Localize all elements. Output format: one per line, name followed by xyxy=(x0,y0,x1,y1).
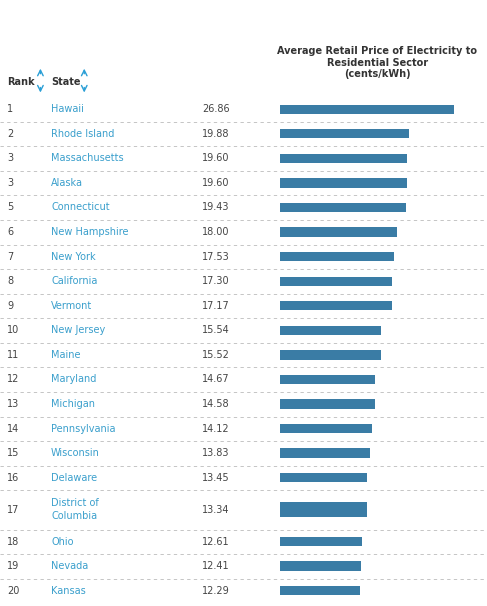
Bar xyxy=(280,561,360,571)
Text: 18: 18 xyxy=(7,536,19,547)
Text: 13: 13 xyxy=(7,399,19,409)
Text: Maine: Maine xyxy=(51,350,81,360)
Text: 14.58: 14.58 xyxy=(202,399,230,409)
Bar xyxy=(280,301,392,310)
Bar xyxy=(280,154,407,163)
Text: Ohio: Ohio xyxy=(51,536,74,547)
Bar xyxy=(280,227,397,237)
Bar xyxy=(280,448,370,458)
Text: Nevada: Nevada xyxy=(51,561,88,571)
Text: 19.88: 19.88 xyxy=(202,129,229,139)
Text: 12: 12 xyxy=(7,375,19,384)
Text: 12.29: 12.29 xyxy=(202,585,230,596)
Bar xyxy=(280,502,367,517)
Text: Kansas: Kansas xyxy=(51,585,86,596)
Bar xyxy=(280,473,367,482)
Text: 10: 10 xyxy=(7,325,19,335)
Text: Michigan: Michigan xyxy=(51,399,95,409)
Text: 13.34: 13.34 xyxy=(202,505,229,514)
Text: 15: 15 xyxy=(7,448,19,458)
Text: 17.30: 17.30 xyxy=(202,276,230,286)
Text: Average Retail Price of Electricity to
Residential Sector
(cents/kWh): Average Retail Price of Electricity to R… xyxy=(278,46,477,79)
Text: Alaska: Alaska xyxy=(51,178,83,188)
Bar xyxy=(280,276,393,286)
Text: 16: 16 xyxy=(7,473,19,483)
Bar xyxy=(280,203,406,212)
Bar xyxy=(280,350,381,359)
Text: 17.17: 17.17 xyxy=(202,301,230,311)
Bar xyxy=(280,586,360,595)
Text: California: California xyxy=(51,276,97,286)
Text: 19.43: 19.43 xyxy=(202,202,229,213)
Text: Hawaii: Hawaii xyxy=(51,104,84,115)
Text: 15.52: 15.52 xyxy=(202,350,230,360)
Text: 14: 14 xyxy=(7,424,19,433)
Text: Rhode Island: Rhode Island xyxy=(51,129,114,139)
Bar xyxy=(280,105,454,114)
Text: 20: 20 xyxy=(7,585,19,596)
Text: 8: 8 xyxy=(7,276,14,286)
Bar xyxy=(280,399,375,408)
Text: State: State xyxy=(51,77,81,87)
Text: 9: 9 xyxy=(7,301,14,311)
Text: 14.12: 14.12 xyxy=(202,424,230,433)
Text: Maryland: Maryland xyxy=(51,375,96,384)
Text: Pennsylvania: Pennsylvania xyxy=(51,424,115,433)
Text: 14.67: 14.67 xyxy=(202,375,230,384)
Text: Wisconsin: Wisconsin xyxy=(51,448,100,458)
Text: 19: 19 xyxy=(7,561,19,571)
Text: 13.83: 13.83 xyxy=(202,448,229,458)
Text: Delaware: Delaware xyxy=(51,473,97,483)
Text: 5: 5 xyxy=(7,202,14,213)
Text: Rank: Rank xyxy=(7,77,35,87)
Text: Massachusetts: Massachusetts xyxy=(51,153,124,164)
Text: District of
Columbia: District of Columbia xyxy=(51,498,99,521)
Text: 7: 7 xyxy=(7,251,14,262)
Bar xyxy=(280,325,381,335)
Text: 12.61: 12.61 xyxy=(202,536,230,547)
Bar xyxy=(280,252,394,261)
Text: 19.60: 19.60 xyxy=(202,178,229,188)
Bar xyxy=(280,375,375,384)
Text: New Hampshire: New Hampshire xyxy=(51,227,129,237)
Text: Connecticut: Connecticut xyxy=(51,202,110,213)
Bar xyxy=(280,424,372,433)
Text: New Jersey: New Jersey xyxy=(51,325,105,335)
Text: 15.54: 15.54 xyxy=(202,325,230,335)
Text: 3: 3 xyxy=(7,153,14,164)
Bar xyxy=(280,129,409,139)
Text: 1: 1 xyxy=(7,104,14,115)
Text: 17: 17 xyxy=(7,505,19,514)
Text: Vermont: Vermont xyxy=(51,301,93,311)
Bar xyxy=(280,537,362,546)
Bar xyxy=(280,178,407,188)
Text: 17.53: 17.53 xyxy=(202,251,230,262)
Text: 11: 11 xyxy=(7,350,19,360)
Text: 3: 3 xyxy=(7,178,14,188)
Text: New York: New York xyxy=(51,251,96,262)
Text: 12.41: 12.41 xyxy=(202,561,230,571)
Text: 13.45: 13.45 xyxy=(202,473,230,483)
Text: 18.00: 18.00 xyxy=(202,227,229,237)
Text: 19.60: 19.60 xyxy=(202,153,229,164)
Text: 26.86: 26.86 xyxy=(202,104,230,115)
Text: 6: 6 xyxy=(7,227,14,237)
Text: 2: 2 xyxy=(7,129,14,139)
